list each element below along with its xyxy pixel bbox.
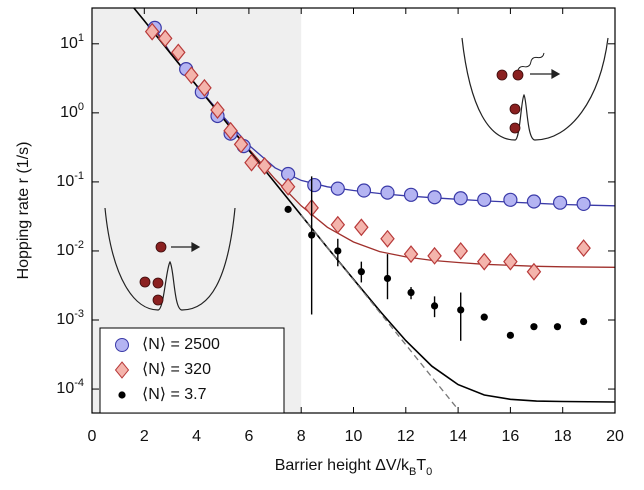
plot-content bbox=[133, 8, 615, 410]
fit-curve bbox=[300, 214, 459, 410]
data-point bbox=[233, 135, 249, 154]
x-tick-label: 4 bbox=[192, 428, 201, 445]
data-point bbox=[506, 331, 514, 339]
data-point bbox=[356, 183, 372, 198]
data-point bbox=[157, 29, 173, 48]
data-point bbox=[330, 181, 345, 196]
data-point bbox=[526, 262, 542, 281]
data-point bbox=[453, 191, 468, 206]
data-point bbox=[480, 313, 488, 321]
x-tick-label: 12 bbox=[397, 428, 415, 445]
data-point bbox=[427, 190, 442, 205]
legend-label: ⟨N⟩ = 2500 bbox=[142, 336, 220, 353]
x-tick-label: 14 bbox=[449, 428, 467, 445]
data-point bbox=[383, 274, 392, 283]
data-point bbox=[280, 177, 296, 196]
data-point bbox=[354, 218, 369, 237]
x-tick-label: 0 bbox=[88, 428, 97, 445]
x-tick-label: 2 bbox=[140, 428, 149, 445]
inset-top-right bbox=[461, 37, 609, 141]
data-point bbox=[357, 268, 365, 276]
inset-balls-top bbox=[496, 69, 524, 134]
data-point bbox=[307, 177, 322, 193]
y-tick-label: 100 bbox=[60, 101, 84, 121]
data-point bbox=[553, 323, 562, 331]
data-point bbox=[477, 192, 492, 207]
y-tick-label: 10-1 bbox=[56, 170, 84, 190]
data-point bbox=[197, 78, 212, 97]
x-tick-label: 16 bbox=[502, 428, 520, 445]
x-tick-label: 18 bbox=[554, 428, 572, 445]
legend-marker bbox=[118, 391, 126, 399]
y-tick-label: 10-2 bbox=[56, 239, 84, 259]
data-point bbox=[576, 239, 591, 258]
legend-box bbox=[99, 327, 285, 414]
data-point bbox=[257, 157, 272, 175]
data-point bbox=[407, 288, 415, 297]
data-point bbox=[503, 252, 518, 271]
legend: ⟨N⟩ = 2500 ⟨N⟩ = 320 ⟨N⟩ = 3.7 bbox=[99, 327, 285, 414]
data-point bbox=[144, 22, 160, 41]
x-tick-label: 8 bbox=[297, 428, 306, 445]
inset-balls-left bbox=[139, 241, 167, 306]
legend-marker bbox=[114, 361, 130, 379]
data-point bbox=[284, 205, 292, 213]
data-point bbox=[223, 121, 238, 140]
data-point bbox=[530, 323, 538, 331]
data-point bbox=[334, 247, 342, 255]
y-tick-label: 101 bbox=[60, 32, 84, 52]
data-point bbox=[476, 252, 492, 271]
x-tick-label: 10 bbox=[345, 428, 363, 445]
data-point bbox=[308, 231, 316, 239]
data-point bbox=[580, 317, 588, 326]
legend-label: ⟨N⟩ = 3.7 bbox=[142, 386, 207, 403]
x-tick-label: 6 bbox=[244, 428, 253, 445]
data-point bbox=[244, 153, 259, 172]
inset-left bbox=[104, 207, 236, 311]
data-point bbox=[380, 185, 395, 200]
data-point bbox=[552, 195, 568, 210]
data-point bbox=[526, 194, 542, 209]
data-point bbox=[330, 215, 346, 234]
data-point bbox=[427, 246, 442, 265]
x-axis-label: Barrier height ΔV/kBT0 bbox=[275, 457, 433, 478]
legend-marker bbox=[115, 338, 129, 352]
data-point bbox=[184, 66, 199, 85]
data-point bbox=[210, 101, 225, 119]
data-point bbox=[171, 43, 186, 62]
data-point bbox=[403, 187, 419, 202]
legend-label: ⟨N⟩ = 320 bbox=[142, 361, 211, 378]
data-point bbox=[430, 302, 439, 310]
axes-frame bbox=[91, 7, 616, 414]
data-point bbox=[453, 242, 468, 260]
x-tick-label: 20 bbox=[606, 428, 624, 445]
y-tick-label: 10-3 bbox=[56, 308, 84, 328]
data-point bbox=[457, 306, 465, 314]
y-tick-label: 10-4 bbox=[56, 377, 84, 397]
data-point bbox=[403, 245, 419, 264]
data-point bbox=[380, 229, 395, 248]
data-point bbox=[576, 196, 591, 212]
data-point bbox=[503, 192, 518, 207]
y-axis-label: Hopping rate r (1/s) bbox=[15, 142, 32, 280]
